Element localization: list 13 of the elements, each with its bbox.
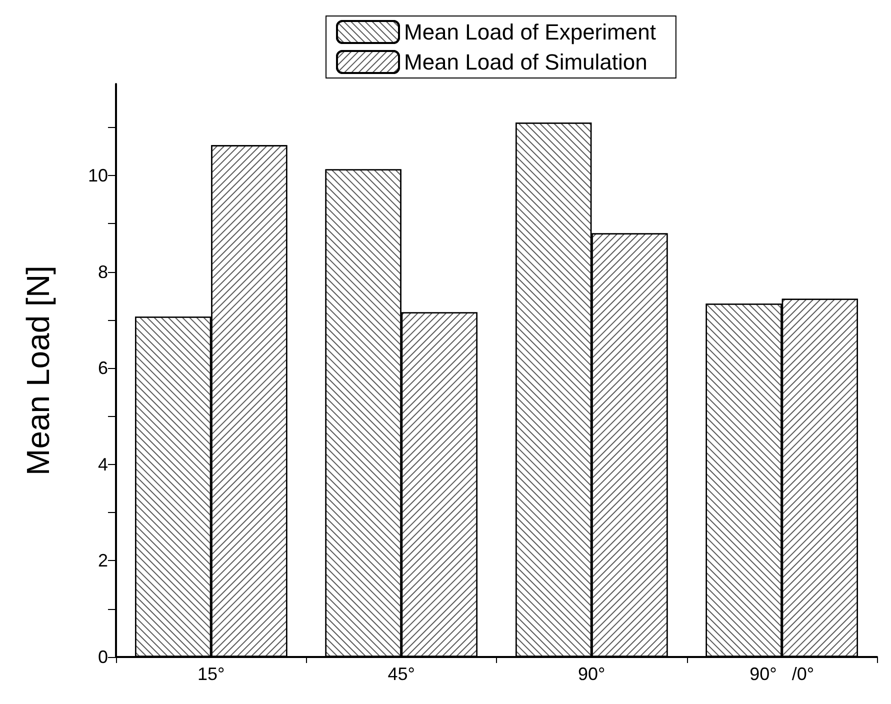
y-tick-label: 8 — [98, 262, 108, 282]
y-tick-label: 2 — [98, 550, 108, 571]
x-tick-label: 15° — [198, 664, 225, 684]
legend-label: Mean Load of Experiment — [404, 20, 656, 44]
y-tick-label: 0 — [98, 647, 108, 667]
y-axis-title: Mean Load [N] — [20, 266, 56, 476]
y-tick-label: 10 — [88, 165, 108, 186]
y-tick-label: 6 — [98, 358, 108, 378]
x-tick-label: 45° — [388, 664, 415, 684]
legend-label: Mean Load of Simulation — [404, 50, 648, 74]
x-tick-label: 90° — [578, 664, 606, 684]
y-tick-label: 4 — [98, 454, 108, 474]
x-tick-label: 90° /0° — [750, 664, 814, 684]
